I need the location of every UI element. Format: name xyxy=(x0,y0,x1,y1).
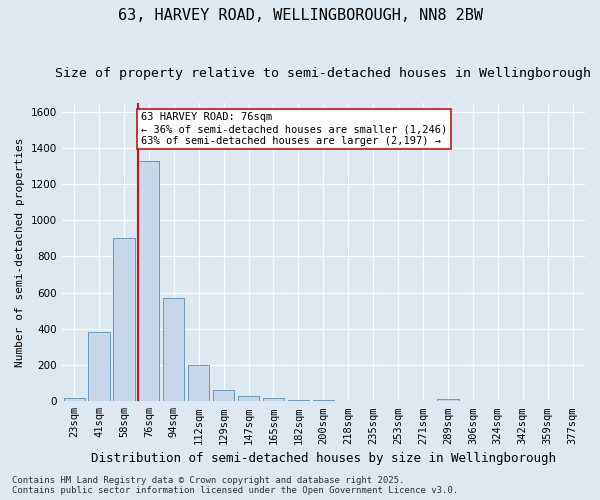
Bar xyxy=(64,398,85,402)
Bar xyxy=(238,396,259,402)
Title: Size of property relative to semi-detached houses in Wellingborough: Size of property relative to semi-detach… xyxy=(55,68,592,80)
Bar xyxy=(213,390,234,402)
Bar xyxy=(188,365,209,402)
Bar xyxy=(313,400,334,402)
Text: Contains HM Land Registry data © Crown copyright and database right 2025.
Contai: Contains HM Land Registry data © Crown c… xyxy=(12,476,458,495)
Text: 63, HARVEY ROAD, WELLINGBOROUGH, NN8 2BW: 63, HARVEY ROAD, WELLINGBOROUGH, NN8 2BW xyxy=(118,8,482,22)
Bar xyxy=(288,400,309,402)
Bar xyxy=(263,398,284,402)
Bar xyxy=(163,298,184,402)
Y-axis label: Number of semi-detached properties: Number of semi-detached properties xyxy=(15,137,25,366)
Bar xyxy=(138,162,160,402)
Bar xyxy=(437,399,458,402)
X-axis label: Distribution of semi-detached houses by size in Wellingborough: Distribution of semi-detached houses by … xyxy=(91,452,556,465)
Bar xyxy=(113,238,134,402)
Text: 63 HARVEY ROAD: 76sqm
← 36% of semi-detached houses are smaller (1,246)
63% of s: 63 HARVEY ROAD: 76sqm ← 36% of semi-deta… xyxy=(141,112,447,146)
Bar xyxy=(88,332,110,402)
